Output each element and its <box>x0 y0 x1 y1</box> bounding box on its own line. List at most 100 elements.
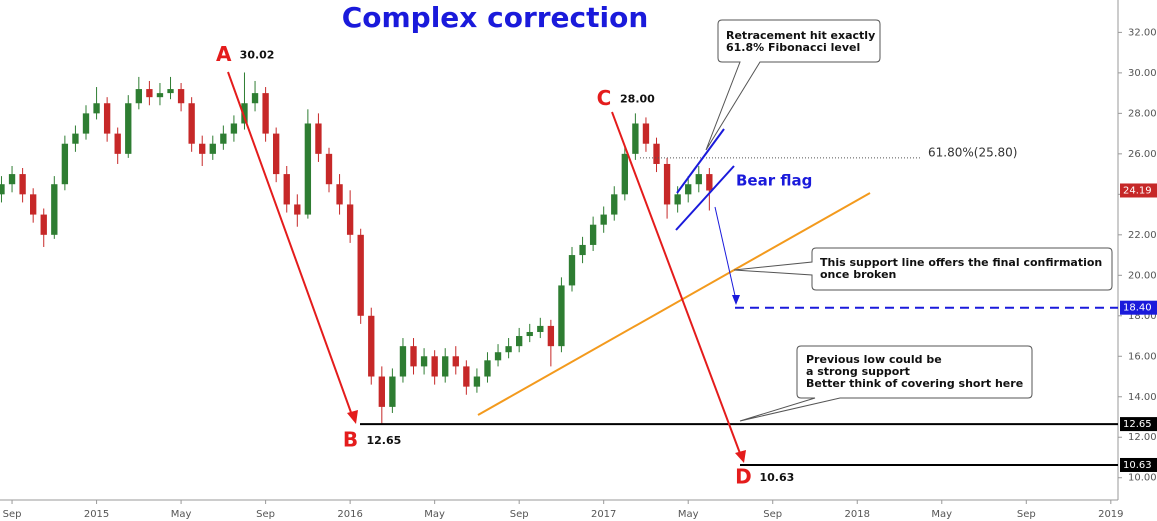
candle-body <box>273 133 280 175</box>
projection-arrow <box>714 206 737 301</box>
candle-body <box>241 103 248 124</box>
x-tick-label: 2016 <box>337 509 362 520</box>
candle-body <box>8 174 16 185</box>
y-tick-label: 30.00 <box>1128 68 1157 79</box>
support-line <box>477 192 871 416</box>
candle-body <box>558 285 565 347</box>
chart-title: Complex correction <box>342 1 649 34</box>
price-box <box>1120 183 1157 198</box>
y-tick-label: 28.00 <box>1128 108 1157 119</box>
arrow-head <box>732 295 740 305</box>
candle-body <box>695 174 702 185</box>
candle-body <box>653 143 660 164</box>
callout-box <box>705 19 881 151</box>
candle-body <box>103 103 111 134</box>
candle-body <box>156 93 164 98</box>
y-tick-label: 12.00 <box>1128 432 1157 443</box>
wave-arrow <box>611 111 742 457</box>
wave-arrow <box>227 71 354 419</box>
candle-body <box>505 346 512 353</box>
candle-body <box>463 366 470 387</box>
wave-value: 10.63 <box>759 471 794 484</box>
price-box <box>1120 457 1157 472</box>
callout-box <box>739 345 1033 422</box>
x-tick-label: May <box>171 509 192 520</box>
candle-body <box>642 123 650 144</box>
candle-body <box>579 244 586 256</box>
x-tick-label: Sep <box>510 509 529 520</box>
x-tick-label: Sep <box>763 509 782 520</box>
annotation: a strong support <box>806 365 910 378</box>
candle-body <box>167 89 174 94</box>
candle-body <box>494 352 502 361</box>
candle-body <box>135 89 142 104</box>
candle-body <box>611 194 618 215</box>
candle-body <box>663 163 671 205</box>
y-tick-label: 14.00 <box>1128 392 1157 403</box>
candle-body <box>93 103 100 114</box>
x-tick-label: May <box>424 509 445 520</box>
annotation: 61.8% Fibonacci level <box>726 41 860 54</box>
x-tick-label: Sep <box>3 509 22 520</box>
candle-body <box>452 356 459 367</box>
candle-body <box>547 325 555 347</box>
wave-value: 28.00 <box>620 92 655 105</box>
callout-box <box>733 247 1113 291</box>
y-tick-label: 20.00 <box>1128 270 1157 281</box>
x-tick-label: Sep <box>1017 509 1036 520</box>
candle-body <box>685 184 692 195</box>
price-label: 18.40 <box>1123 303 1152 314</box>
candle-body <box>431 356 438 377</box>
candle-body <box>146 89 153 98</box>
candle-body <box>72 133 79 144</box>
candle-body <box>125 103 132 154</box>
candle-body <box>442 356 449 377</box>
candle-body <box>336 184 343 205</box>
candle-body <box>114 133 121 154</box>
candle-body <box>0 184 5 195</box>
candle-body <box>61 143 69 185</box>
wave-label: D <box>735 464 752 488</box>
flag-line <box>675 165 735 231</box>
candle-body <box>325 153 333 185</box>
arrow-head <box>735 450 746 463</box>
annotation: This support line offers the final confi… <box>820 256 1102 269</box>
candle-body <box>674 194 681 205</box>
candle-body <box>294 204 301 215</box>
candle-body <box>230 123 238 134</box>
candle-body <box>420 356 428 367</box>
candle-body <box>378 376 385 407</box>
candle-body <box>357 234 364 316</box>
plot: 10.0012.0014.0016.0018.0020.0022.0024.00… <box>0 27 1157 520</box>
candle-body <box>82 113 90 134</box>
candle-body <box>568 255 576 286</box>
y-tick-label: 22.00 <box>1128 230 1157 241</box>
annotation: Previous low could be <box>806 353 942 366</box>
candle-body <box>516 336 523 347</box>
x-tick-label: May <box>678 509 699 520</box>
candle-body <box>526 331 533 337</box>
price-label: 12.65 <box>1123 419 1152 430</box>
candle-body <box>346 204 354 235</box>
candle-body <box>410 346 417 367</box>
candle-body <box>304 123 312 215</box>
candle-body <box>621 153 628 195</box>
x-tick-label: 2019 <box>1098 509 1123 520</box>
candle-body <box>30 194 37 215</box>
price-label: 10.63 <box>1123 460 1152 471</box>
y-tick-label: 18.00 <box>1128 311 1157 322</box>
candle-body <box>51 184 58 235</box>
y-tick-label: 16.00 <box>1128 351 1157 362</box>
y-tick-label: 32.00 <box>1128 27 1157 38</box>
candle-body <box>199 143 206 154</box>
candle-body <box>389 376 396 407</box>
price-box <box>1120 417 1157 432</box>
wave-label: B <box>343 428 358 452</box>
price-box <box>1120 300 1157 315</box>
y-tick-label: 26.00 <box>1128 149 1157 160</box>
candle-body <box>209 143 216 154</box>
arrow-head <box>347 410 358 424</box>
candle-body <box>177 89 185 104</box>
wave-value: 12.65 <box>366 434 401 447</box>
